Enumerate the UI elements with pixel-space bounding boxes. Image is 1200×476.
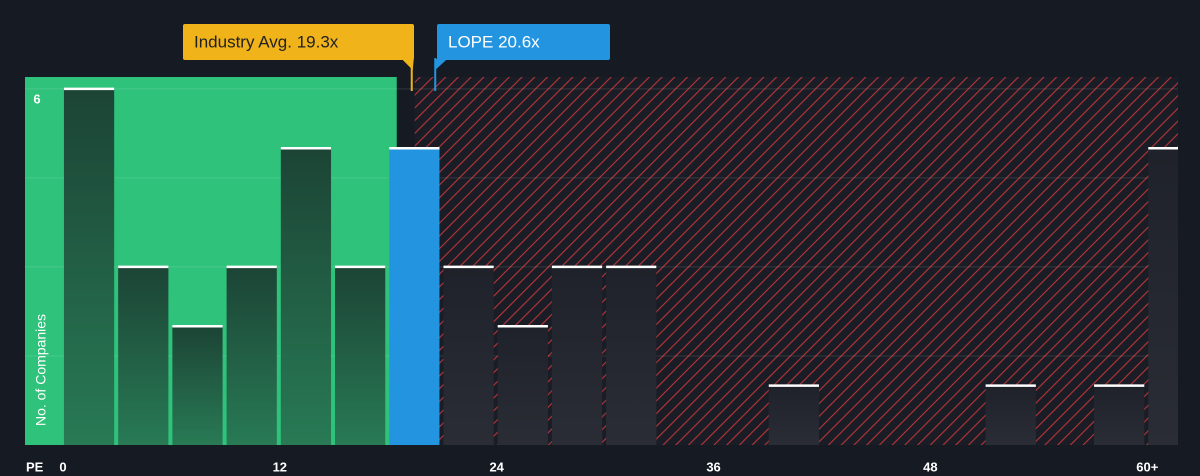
bar [985, 385, 1036, 445]
labels: 6 PE 0 12 24 36 48 60+ No. of Companies Industry … [26, 24, 1159, 474]
bar [280, 148, 332, 445]
bar [606, 266, 657, 445]
bars [63, 87, 1178, 445]
annotation-pointer [435, 59, 448, 70]
bar [226, 266, 277, 445]
bar [63, 88, 115, 445]
annotation-box [437, 24, 610, 60]
x-axis-label: PE [26, 459, 44, 474]
annotation-pointer [401, 59, 414, 70]
bar [389, 148, 440, 445]
x-tick-label: 0 [59, 459, 66, 474]
annotation-box [183, 24, 414, 60]
bar [551, 266, 603, 445]
annotation-label: LOPE 20.6x [448, 32, 540, 51]
bar [768, 385, 819, 445]
bar [172, 326, 223, 445]
y-axis-label: No. of Companies [33, 314, 49, 426]
x-tick-label: 48 [923, 459, 937, 474]
annotation-label: Industry Avg. 19.3x [194, 32, 339, 51]
x-tick-label: 60+ [1136, 459, 1158, 474]
y-tick-label: 6 [33, 91, 40, 106]
bar [443, 266, 494, 445]
bar [497, 326, 548, 445]
bar [335, 266, 386, 445]
bar [118, 266, 169, 445]
bar [1094, 385, 1145, 445]
x-tick-label: 24 [489, 459, 504, 474]
x-tick-label: 36 [706, 459, 720, 474]
x-tick-label: 12 [273, 459, 287, 474]
bar [1148, 148, 1178, 445]
